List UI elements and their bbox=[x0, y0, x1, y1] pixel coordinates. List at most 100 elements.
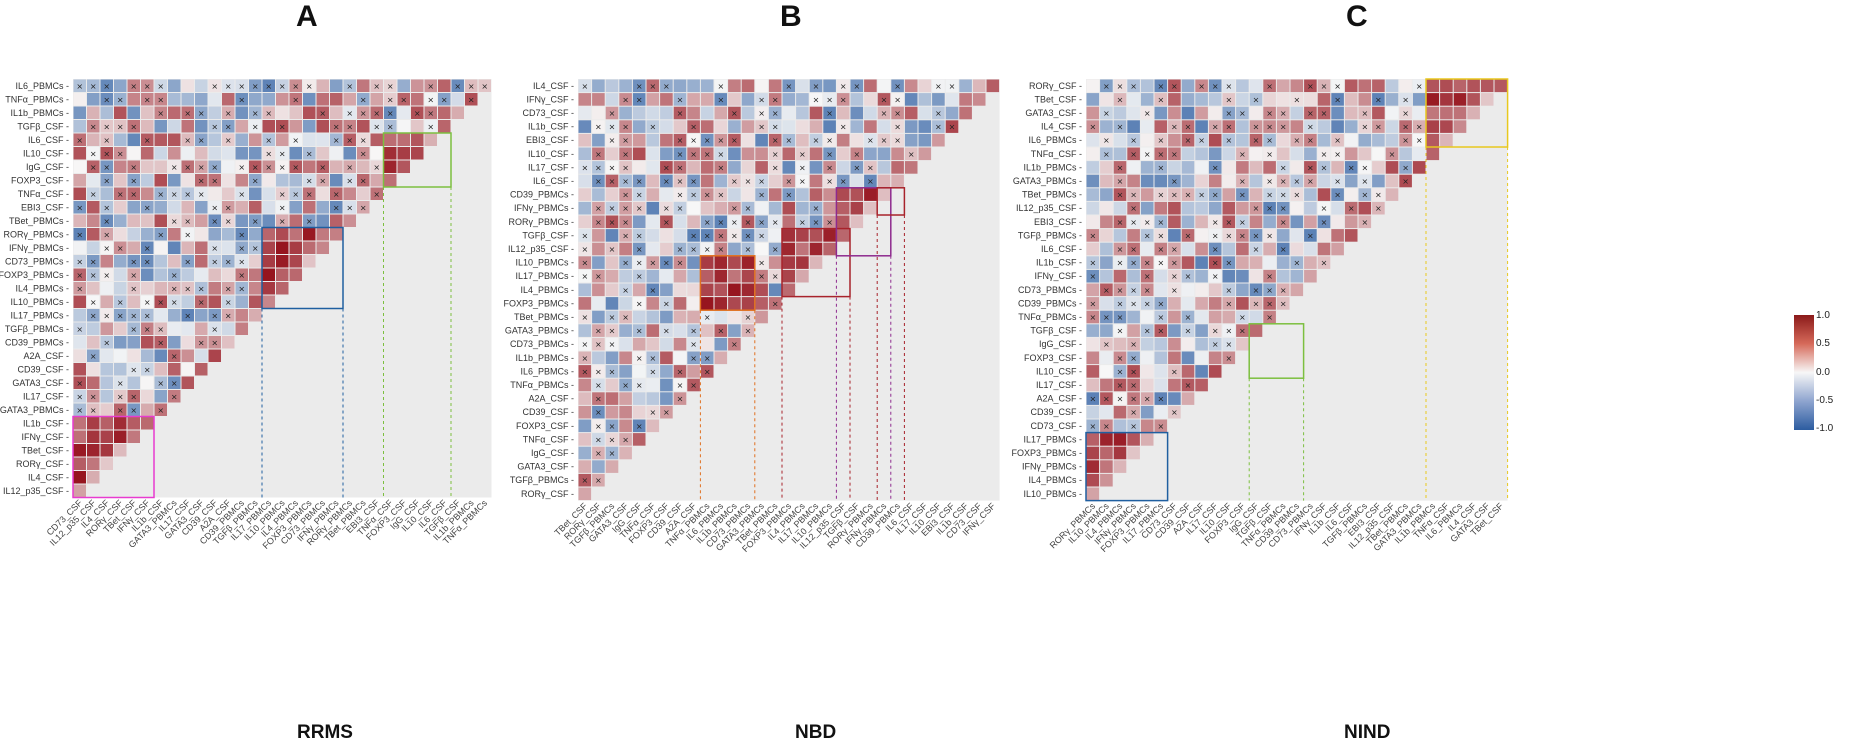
heatmap-cell bbox=[945, 120, 959, 133]
heatmap-cell bbox=[276, 160, 289, 173]
heatmap-cell bbox=[945, 106, 959, 120]
heatmap-cell bbox=[700, 120, 714, 133]
heatmap-cell bbox=[714, 337, 728, 351]
heatmap-cell bbox=[222, 160, 235, 173]
heatmap-cell bbox=[127, 147, 140, 160]
heatmap-cell bbox=[714, 215, 728, 229]
heatmap-cell bbox=[592, 133, 605, 147]
heatmap-cell bbox=[303, 255, 316, 268]
heatmap-cell bbox=[1372, 106, 1385, 120]
heatmap-cell bbox=[687, 310, 700, 324]
heatmap-cell bbox=[357, 120, 370, 133]
nonsignificant-mark: × bbox=[1402, 163, 1409, 172]
nonsignificant-mark: × bbox=[717, 245, 724, 254]
heatmap-cell bbox=[1358, 188, 1372, 201]
heatmap-cell bbox=[208, 79, 221, 92]
heatmap-cell bbox=[141, 79, 154, 92]
heatmap-cell bbox=[87, 228, 100, 241]
nonsignificant-mark: × bbox=[609, 109, 616, 118]
nonsignificant-mark: × bbox=[636, 327, 643, 336]
heatmap-cell bbox=[809, 120, 823, 133]
heatmap-cell bbox=[73, 336, 86, 349]
heatmap-cell bbox=[632, 433, 646, 446]
nonsignificant-mark: × bbox=[184, 136, 191, 145]
heatmap-cell bbox=[100, 187, 113, 200]
nonsignificant-mark: × bbox=[103, 149, 110, 158]
heatmap-cell bbox=[1480, 79, 1494, 93]
nonsignificant-mark: × bbox=[306, 176, 313, 185]
heatmap-cell bbox=[343, 120, 356, 133]
heatmap-cell bbox=[1331, 161, 1344, 174]
heatmap-cell bbox=[411, 120, 424, 133]
heatmap-cell bbox=[181, 282, 194, 295]
heatmap-cell bbox=[262, 201, 275, 214]
heatmap-cell bbox=[141, 417, 154, 430]
heatmap-cell bbox=[1467, 79, 1480, 93]
heatmap-cell bbox=[660, 201, 673, 215]
nonsignificant-mark: × bbox=[373, 109, 380, 118]
heatmap-cell bbox=[168, 106, 181, 119]
y-axis-label: IFNγ_CSF - bbox=[21, 432, 69, 442]
heatmap-cell bbox=[1154, 378, 1168, 392]
heatmap-cell bbox=[195, 93, 208, 106]
heatmap-cell bbox=[741, 106, 755, 120]
heatmap-cell bbox=[316, 187, 329, 200]
heatmap-cell bbox=[1290, 174, 1304, 188]
nonsignificant-mark: × bbox=[881, 136, 888, 145]
heatmap-cell bbox=[1344, 93, 1358, 106]
heatmap-cell bbox=[1331, 188, 1344, 201]
nonsignificant-mark: × bbox=[622, 231, 629, 240]
heatmap-cell bbox=[891, 106, 904, 120]
heatmap-cell bbox=[673, 365, 687, 378]
nonsignificant-mark: × bbox=[117, 406, 124, 415]
heatmap-cell bbox=[1100, 93, 1113, 106]
heatmap-cell bbox=[1154, 201, 1168, 215]
heatmap-cell bbox=[1249, 133, 1263, 147]
heatmap-cell bbox=[904, 120, 918, 133]
nonsignificant-mark: × bbox=[117, 149, 124, 158]
nonsignificant-mark: × bbox=[1225, 231, 1232, 240]
heatmap-cell bbox=[1331, 120, 1344, 133]
nonsignificant-mark: × bbox=[772, 150, 779, 159]
heatmap-cell bbox=[100, 457, 113, 470]
nonsignificant-mark: × bbox=[745, 204, 752, 213]
nonsignificant-mark: × bbox=[1185, 327, 1192, 336]
heatmap-cell bbox=[87, 174, 100, 187]
heatmap-cell bbox=[1168, 242, 1181, 256]
heatmap-cell bbox=[1358, 93, 1372, 106]
nonsignificant-mark: × bbox=[772, 299, 779, 308]
heatmap-cell bbox=[73, 403, 86, 416]
heatmap-cell bbox=[127, 430, 140, 443]
y-axis-label: IFNγ_PBMCs - bbox=[514, 203, 574, 213]
heatmap-cell bbox=[619, 133, 632, 147]
heatmap-cell bbox=[605, 324, 619, 337]
heatmap-cell bbox=[1086, 242, 1100, 256]
nonsignificant-mark: × bbox=[1212, 191, 1219, 200]
nonsignificant-mark: × bbox=[90, 149, 97, 158]
heatmap-cell bbox=[592, 446, 605, 460]
cluster-highlight-box bbox=[699, 255, 756, 311]
heatmap-cell bbox=[154, 349, 167, 362]
heatmap-cell bbox=[262, 106, 275, 119]
nonsignificant-mark: × bbox=[636, 204, 643, 213]
heatmap-cell bbox=[141, 309, 154, 322]
heatmap-cell bbox=[1263, 147, 1276, 161]
heatmap-cell bbox=[959, 79, 972, 93]
heatmap-cell bbox=[646, 324, 660, 337]
heatmap-cell bbox=[100, 349, 113, 362]
nonsignificant-mark: × bbox=[225, 284, 232, 293]
heatmap-cell bbox=[619, 283, 632, 297]
y-axis-label: TNFα_PBMCs - bbox=[1018, 312, 1082, 322]
heatmap-cell bbox=[1100, 106, 1113, 120]
heatmap-cell bbox=[700, 297, 714, 310]
heatmap-cell bbox=[605, 405, 619, 419]
nonsignificant-mark: × bbox=[595, 367, 602, 376]
heatmap-cell bbox=[276, 120, 289, 133]
y-axis-label: A2A_CSF - bbox=[528, 394, 574, 404]
nonsignificant-mark: × bbox=[636, 231, 643, 240]
heatmap-cell bbox=[330, 201, 343, 214]
nonsignificant-mark: × bbox=[225, 257, 232, 266]
heatmap-cell bbox=[262, 79, 275, 92]
heatmap-cell bbox=[660, 351, 673, 365]
heatmap-cell bbox=[728, 229, 741, 242]
